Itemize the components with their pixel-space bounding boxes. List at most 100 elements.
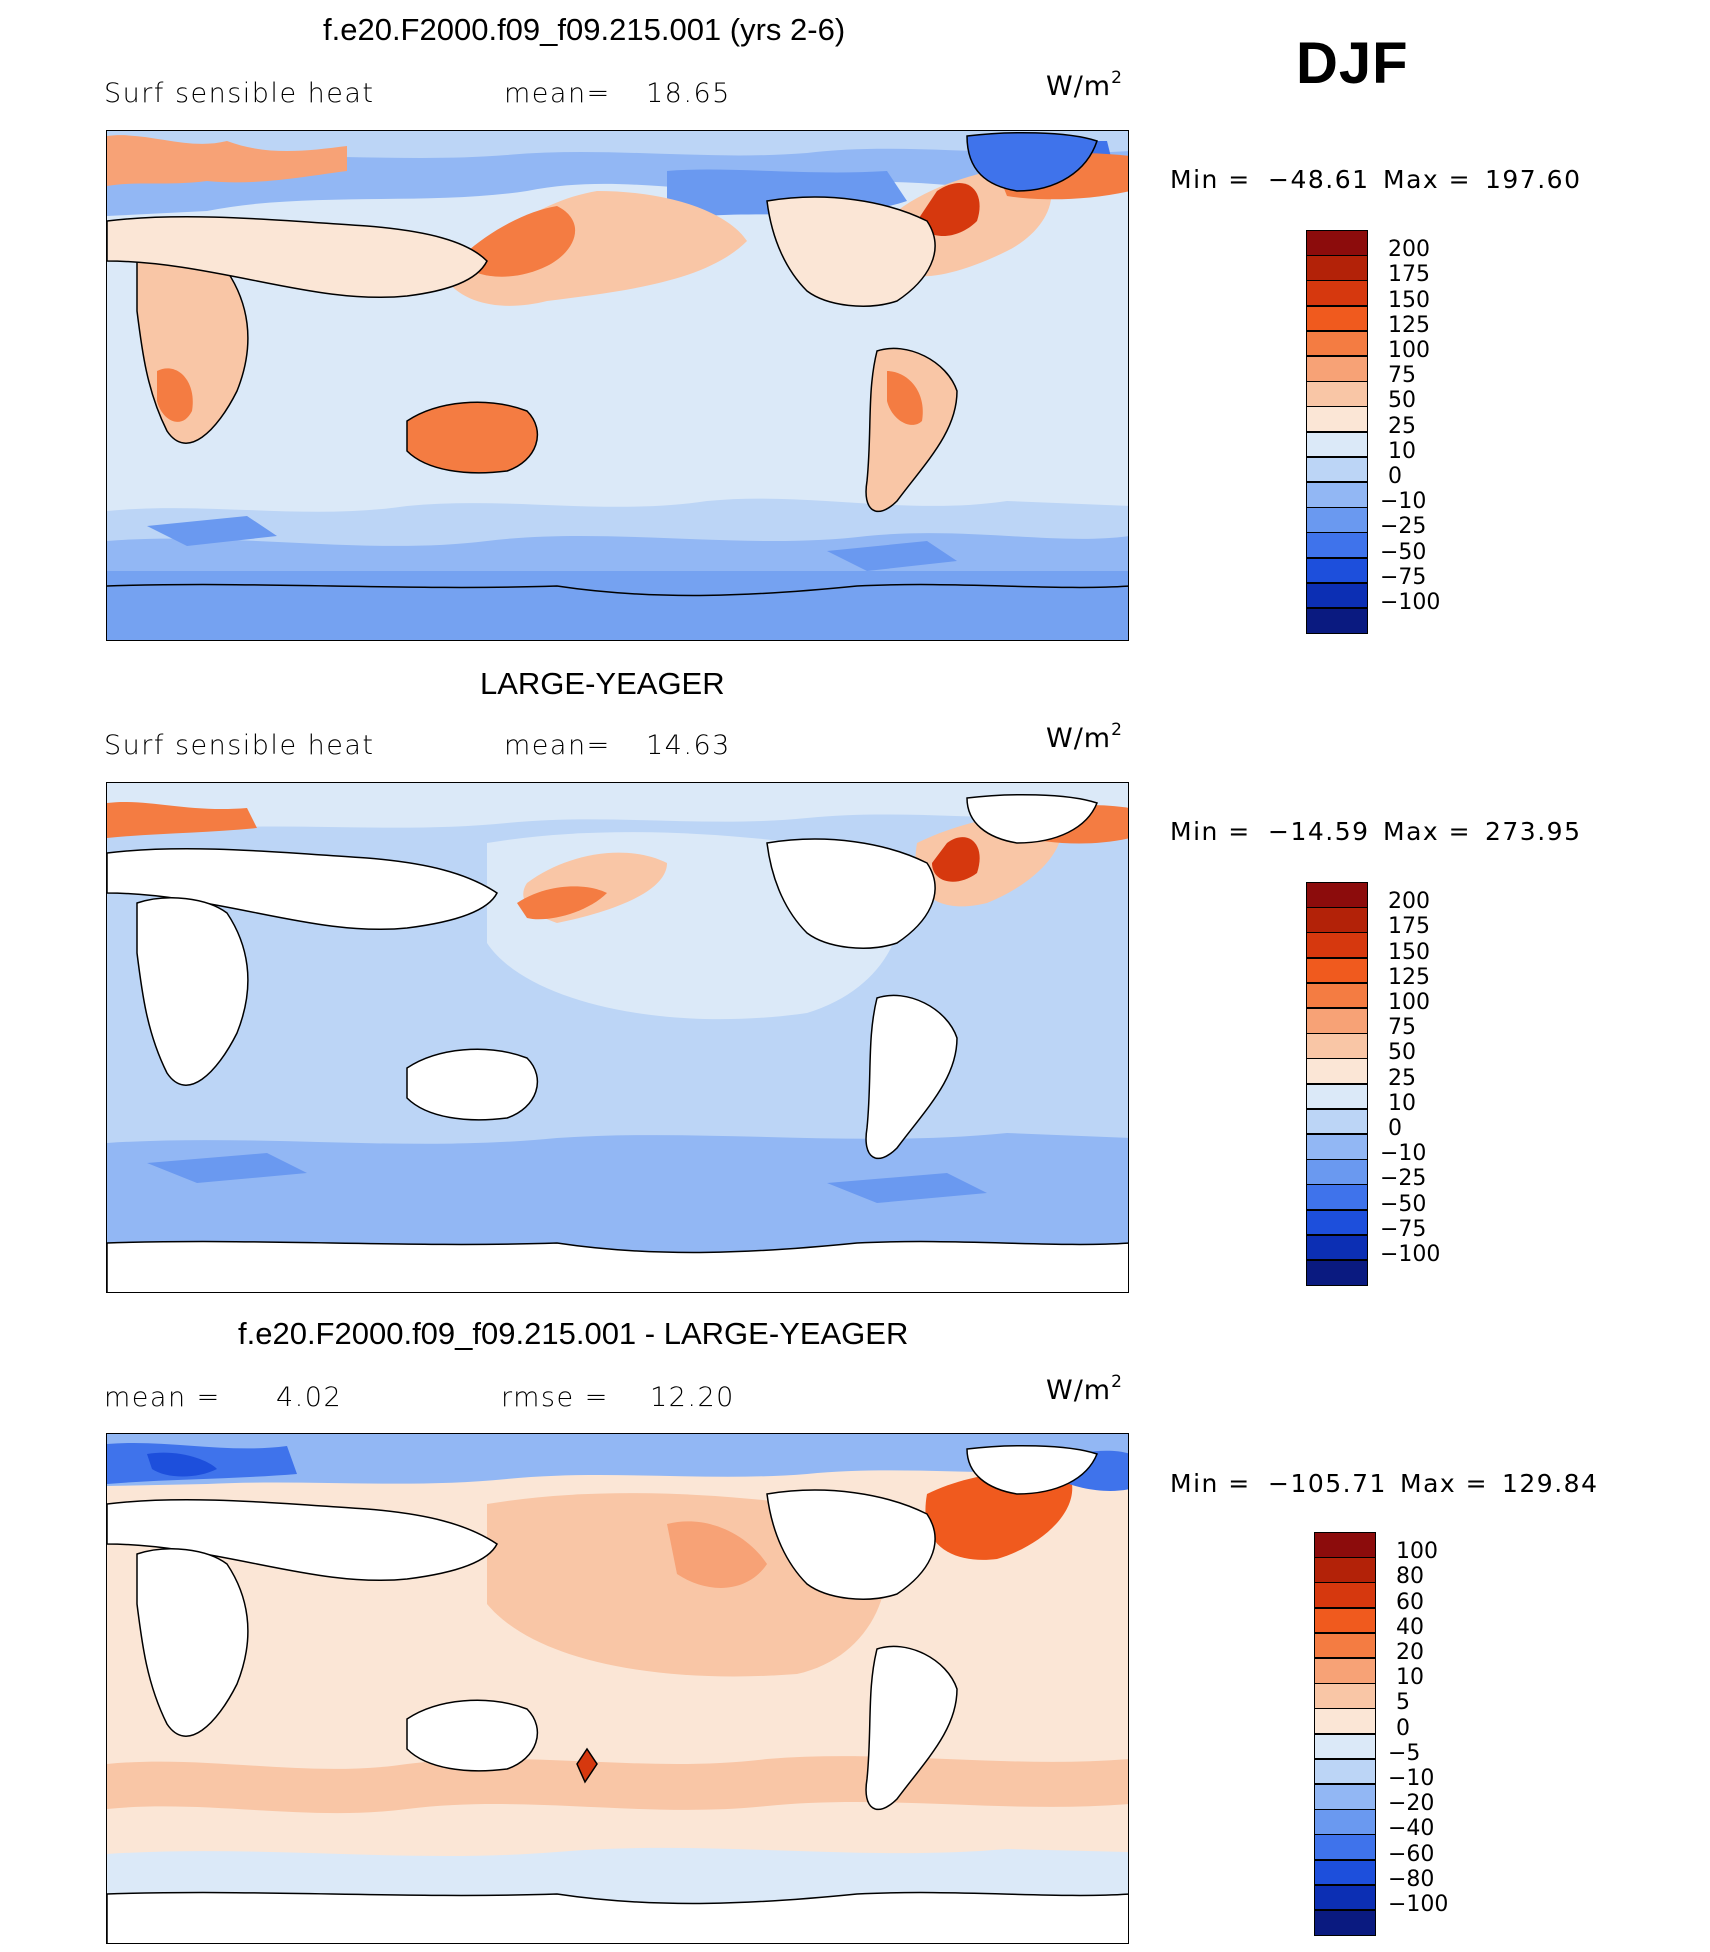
colorbar-swatch xyxy=(1306,907,1368,933)
panel1-mean-label: mean= xyxy=(504,78,611,109)
colorbar-swatch xyxy=(1306,280,1368,307)
panel3-min-value: −105.71 xyxy=(1268,1469,1387,1498)
colorbar-label: 0 xyxy=(1388,1116,1402,1141)
colorbar-swatch xyxy=(1306,230,1368,256)
colorbar-label: −5 xyxy=(1388,1740,1421,1766)
colorbar-swatch xyxy=(1306,1159,1368,1185)
colorbar-label: 20 xyxy=(1396,1640,1424,1665)
colorbar-label: −50 xyxy=(1380,1191,1427,1217)
colorbar-label: 150 xyxy=(1388,287,1430,313)
season-label: DJF xyxy=(1296,31,1409,96)
colorbar-swatch xyxy=(1306,1260,1368,1286)
colorbar-swatch xyxy=(1306,532,1368,559)
panel3-units: W/m2 xyxy=(1046,1372,1123,1406)
panel3-max-label: Max = xyxy=(1400,1469,1489,1498)
panel2-max-label: Max = xyxy=(1383,817,1472,846)
colorbar-swatch xyxy=(1306,1008,1368,1034)
panel3-mean-label: mean = xyxy=(104,1382,221,1413)
colorbar-swatch xyxy=(1314,1532,1376,1558)
colorbar-label: −50 xyxy=(1380,539,1427,565)
panel3-mean-value: 4.02 xyxy=(276,1382,343,1413)
colorbar-swatch xyxy=(1314,1834,1376,1861)
colorbar-label: −60 xyxy=(1388,1841,1435,1867)
colorbar-label: 40 xyxy=(1396,1614,1424,1640)
panel1-units: W/m2 xyxy=(1046,68,1123,102)
colorbar-label: −40 xyxy=(1388,1816,1435,1842)
colorbar-swatch xyxy=(1314,1884,1376,1911)
panel2-mean-label: mean= xyxy=(504,730,611,761)
colorbar-label: 150 xyxy=(1388,939,1430,965)
colorbar-label: 10 xyxy=(1388,1090,1416,1116)
colorbar-swatch xyxy=(1314,1733,1376,1760)
colorbar-swatch xyxy=(1306,1184,1368,1211)
panel2-min-value: −14.59 xyxy=(1268,817,1370,846)
colorbar-label: 50 xyxy=(1388,1040,1416,1066)
panel1-min-value: −48.61 xyxy=(1268,165,1370,194)
colorbar-label: 175 xyxy=(1388,262,1430,288)
panel1-variable-label: Surf sensible heat xyxy=(104,78,375,109)
colorbar-label: −100 xyxy=(1380,590,1441,615)
colorbar-swatch xyxy=(1314,1582,1376,1609)
colorbar-swatch xyxy=(1314,1859,1376,1886)
colorbar-swatch xyxy=(1306,330,1368,357)
colorbar-swatch xyxy=(1314,1632,1376,1659)
colorbar-swatch xyxy=(1314,1784,1376,1810)
panel1-min-label: Min = xyxy=(1170,165,1251,194)
panel2-title: LARGE-YEAGER xyxy=(480,666,725,701)
colorbar-label: 25 xyxy=(1388,1065,1416,1091)
panel2-max-value: 273.95 xyxy=(1485,817,1582,846)
colorbar-swatch xyxy=(1306,356,1368,382)
panel2-map xyxy=(106,782,1129,1293)
colorbar-label: −100 xyxy=(1388,1892,1449,1917)
colorbar-swatch xyxy=(1306,482,1368,508)
colorbar-swatch xyxy=(1306,1108,1368,1135)
colorbar-label: −100 xyxy=(1380,1242,1441,1267)
panel3-rmse-label: rmse = xyxy=(501,1382,609,1413)
colorbar-label: −75 xyxy=(1380,564,1427,590)
colorbar-swatch xyxy=(1314,1708,1376,1735)
colorbar-swatch xyxy=(1306,608,1368,634)
colorbar-swatch xyxy=(1306,406,1368,433)
colorbar-swatch xyxy=(1306,1134,1368,1160)
colorbar-label: 10 xyxy=(1396,1665,1424,1691)
colorbar-label: 80 xyxy=(1396,1564,1424,1590)
colorbar-swatch xyxy=(1314,1557,1376,1583)
colorbar-swatch xyxy=(1314,1758,1376,1785)
colorbar-label: −80 xyxy=(1388,1866,1435,1892)
colorbar-label: −10 xyxy=(1380,489,1427,515)
colorbar-label: 5 xyxy=(1396,1690,1410,1716)
colorbar-swatch xyxy=(1306,1209,1368,1236)
colorbar-swatch xyxy=(1314,1809,1376,1835)
colorbar-label: 125 xyxy=(1388,312,1430,338)
colorbar-label: −20 xyxy=(1388,1791,1435,1817)
colorbar-label: 0 xyxy=(1388,464,1402,489)
colorbar-label: 60 xyxy=(1396,1589,1424,1615)
colorbar-swatch xyxy=(1306,557,1368,584)
colorbar-label: 0 xyxy=(1396,1715,1410,1741)
colorbar-swatch xyxy=(1314,1607,1376,1634)
colorbar-swatch xyxy=(1306,957,1368,984)
colorbar-label: 100 xyxy=(1388,338,1430,363)
colorbar-swatch xyxy=(1306,381,1368,407)
colorbar-swatch xyxy=(1306,1058,1368,1085)
colorbar-swatch xyxy=(1306,255,1368,281)
panel3-rmse-value: 12.20 xyxy=(650,1382,735,1413)
panel1-map xyxy=(106,130,1129,641)
colorbar-label: 175 xyxy=(1388,914,1430,940)
panel2-mean-value: 14.63 xyxy=(646,730,731,761)
colorbar-swatch xyxy=(1306,507,1368,533)
panel3-map xyxy=(106,1433,1129,1944)
colorbar-label: 200 xyxy=(1388,237,1430,263)
colorbar-label: −25 xyxy=(1380,514,1427,540)
colorbar-label: 25 xyxy=(1388,413,1416,439)
panel3-max-value: 129.84 xyxy=(1502,1469,1599,1498)
colorbar-swatch xyxy=(1306,982,1368,1009)
colorbar-swatch xyxy=(1306,431,1368,458)
colorbar-swatch xyxy=(1306,932,1368,959)
colorbar-swatch xyxy=(1306,456,1368,483)
colorbar-label: 200 xyxy=(1388,889,1430,915)
panel1-max-value: 197.60 xyxy=(1485,165,1582,194)
colorbar-swatch xyxy=(1306,1033,1368,1059)
panel2-units: W/m2 xyxy=(1046,720,1123,754)
colorbar-label: 75 xyxy=(1388,363,1416,389)
